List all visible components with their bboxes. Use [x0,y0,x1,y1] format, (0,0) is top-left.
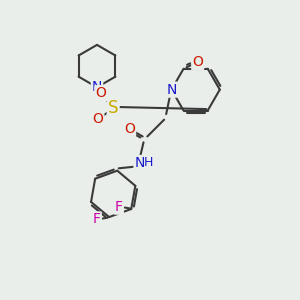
Text: O: O [95,86,106,100]
Text: S: S [108,100,119,118]
Text: F: F [115,200,123,214]
Text: H: H [143,157,153,169]
Text: N: N [134,156,145,170]
Text: F: F [93,212,101,226]
Text: O: O [192,55,203,69]
Text: O: O [124,122,135,136]
Text: O: O [92,112,103,126]
Text: N: N [92,80,102,94]
Text: N: N [166,82,177,97]
